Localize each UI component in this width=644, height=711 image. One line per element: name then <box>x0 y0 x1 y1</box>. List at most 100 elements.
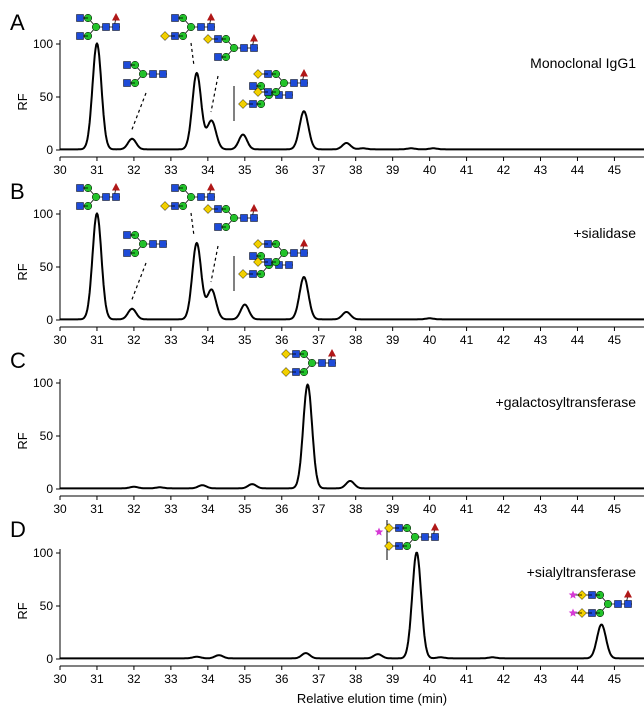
glycan-icon <box>568 590 632 618</box>
x-tick-label: 31 <box>90 333 104 347</box>
x-tick-label: 31 <box>90 672 104 686</box>
x-tick-label: 37 <box>312 672 326 686</box>
x-tick-label: 38 <box>349 672 363 686</box>
panel-A: A 0 50 100 RF 30 31 32 33 34 35 36 37 38 39 40 41 42 43 44 4… <box>10 10 644 177</box>
x-tick-label: 38 <box>349 163 363 177</box>
panel-letter: D <box>10 517 26 542</box>
x-tick-label: 42 <box>497 672 511 686</box>
leader-line <box>210 245 219 283</box>
x-tick-label: 44 <box>571 333 585 347</box>
glycan-icon <box>76 13 120 41</box>
panel-letter: B <box>10 179 25 204</box>
x-tick-label: 43 <box>534 672 548 686</box>
y-tick-label: 50 <box>40 90 54 104</box>
x-tick-label: 30 <box>53 502 67 516</box>
x-tick-label: 35 <box>238 672 252 686</box>
y-axis-label: RF <box>15 93 30 110</box>
x-tick-label: 30 <box>53 672 67 686</box>
x-tick-label: 34 <box>201 333 215 347</box>
x-tick-label: 43 <box>534 502 548 516</box>
x-tick-label: 39 <box>386 502 400 516</box>
leader-line <box>210 75 219 113</box>
panel-D: D 0 50 100 RF 30 31 32 33 34 35 36 37 38 39 40 41 42 43 44 4… <box>10 517 644 686</box>
x-tick-label: 44 <box>571 672 585 686</box>
y-tick-label: 100 <box>33 37 53 51</box>
glycan-icon <box>203 204 258 232</box>
x-tick-label: 31 <box>90 502 104 516</box>
x-tick-label: 40 <box>423 672 437 686</box>
x-tick-label: 35 <box>238 333 252 347</box>
x-tick-label: 31 <box>90 163 104 177</box>
glycan-icon <box>123 230 167 258</box>
y-tick-label: 50 <box>40 260 54 274</box>
x-tick-label: 45 <box>608 672 622 686</box>
y-tick-label: 100 <box>33 376 53 390</box>
series-line <box>59 383 644 490</box>
x-tick-label: 35 <box>238 502 252 516</box>
panel-B: B 0 50 100 RF 30 31 32 33 34 35 36 37 38 39 40 41 42 43 44 4… <box>10 179 644 347</box>
y-tick-label: 0 <box>46 143 53 157</box>
x-tick-label: 36 <box>275 672 289 686</box>
y-tick-label: 50 <box>40 429 54 443</box>
panel-C: C 0 50 100 RF 30 31 32 33 34 35 36 37 38 39 40 41 42 43 44 4… <box>10 348 644 516</box>
glycan-icon <box>253 69 308 97</box>
x-tick-label: 32 <box>127 333 141 347</box>
panel-letter: A <box>10 10 25 35</box>
x-tick-label: 40 <box>423 163 437 177</box>
x-tick-label: 45 <box>608 333 622 347</box>
x-tick-label: 42 <box>497 333 511 347</box>
x-tick-label: 37 <box>312 163 326 177</box>
x-axis-label: Relative elution time (min) <box>297 691 447 706</box>
x-tick-label: 40 <box>423 502 437 516</box>
glycan-icon <box>203 34 258 62</box>
x-tick-label: 34 <box>201 163 215 177</box>
series-line <box>59 551 644 660</box>
panel-letter: C <box>10 348 26 373</box>
series-line <box>59 42 644 151</box>
glycan-icon <box>253 239 308 267</box>
x-tick-label: 33 <box>164 672 178 686</box>
x-tick-label: 42 <box>497 163 511 177</box>
leader-line <box>130 262 147 303</box>
panel-label: +sialyltransferase <box>527 564 637 580</box>
x-tick-label: 41 <box>460 333 474 347</box>
x-tick-label: 44 <box>571 163 585 177</box>
x-tick-label: 32 <box>127 502 141 516</box>
glycan-icon <box>160 183 215 211</box>
panel-label: Monoclonal IgG1 <box>530 55 636 71</box>
y-tick-label: 100 <box>33 546 53 560</box>
x-tick-label: 42 <box>497 502 511 516</box>
y-tick-label: 100 <box>33 207 53 221</box>
sialic-acid-icon <box>374 527 384 536</box>
y-axis-label: RF <box>15 432 30 449</box>
x-tick-label: 32 <box>127 163 141 177</box>
x-tick-label: 37 <box>312 502 326 516</box>
glycan-icon <box>123 60 167 88</box>
glycan-icon <box>238 251 293 279</box>
y-axis-label: RF <box>15 263 30 280</box>
panel-label: +sialidase <box>573 225 636 241</box>
x-tick-label: 32 <box>127 672 141 686</box>
x-tick-label: 41 <box>460 672 474 686</box>
glycan-icon <box>238 81 293 109</box>
x-tick-label: 39 <box>386 163 400 177</box>
glycan-icon <box>281 349 336 377</box>
glycan-icon <box>76 183 120 211</box>
y-tick-label: 0 <box>46 313 53 327</box>
leader-line <box>190 42 195 67</box>
glycan-icon <box>160 13 215 41</box>
y-tick-label: 0 <box>46 482 53 496</box>
x-tick-label: 35 <box>238 163 252 177</box>
x-tick-label: 41 <box>460 163 474 177</box>
x-tick-label: 38 <box>349 502 363 516</box>
x-tick-label: 36 <box>275 333 289 347</box>
x-tick-label: 37 <box>312 333 326 347</box>
panel-label: +galactosyltransferase <box>496 394 637 410</box>
x-tick-label: 43 <box>534 163 548 177</box>
y-axis-label: RF <box>15 602 30 619</box>
x-tick-label: 44 <box>571 502 585 516</box>
x-tick-label: 30 <box>53 333 67 347</box>
y-tick-label: 0 <box>46 652 53 666</box>
x-tick-label: 33 <box>164 333 178 347</box>
